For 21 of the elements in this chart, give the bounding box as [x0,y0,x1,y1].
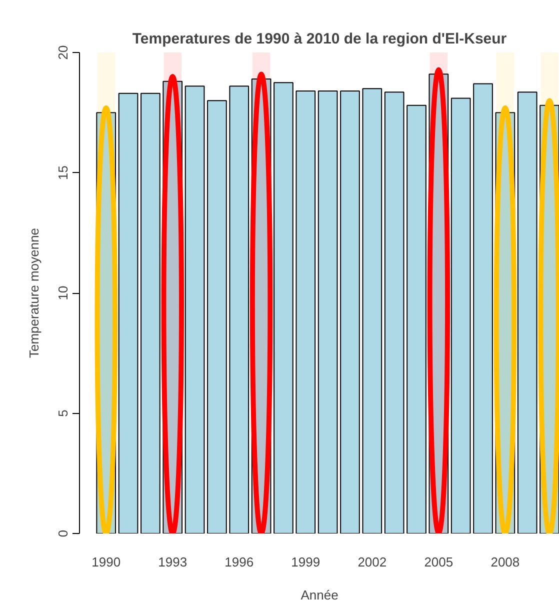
bar [207,100,227,534]
x-tick-label: 2008 [490,554,520,570]
x-axis-title: Année [300,588,338,602]
y-axis-title: Temperature moyenne [26,228,42,358]
y-tick-label: 10 [56,286,70,300]
y-tick-label: 5 [56,410,70,417]
y-tick-label: 20 [56,45,70,60]
x-tick-label: 2002 [358,554,387,570]
x-tick-label: 1996 [224,554,254,570]
x-tick-label: 2005 [424,554,454,570]
bar [296,90,316,534]
x-tick-label: 1993 [158,554,188,570]
x-tick-label: 1990 [92,554,121,570]
bar [318,90,338,534]
x-tick-label: 1999 [291,554,320,570]
bar [362,88,382,534]
y-tick-label: 15 [56,166,70,180]
bar [340,90,360,534]
y-tick-label: 0 [56,530,70,538]
chart-title: Temperatures de 1990 à 2010 de la region d'El-Kseur [132,30,507,48]
bar [384,92,404,534]
